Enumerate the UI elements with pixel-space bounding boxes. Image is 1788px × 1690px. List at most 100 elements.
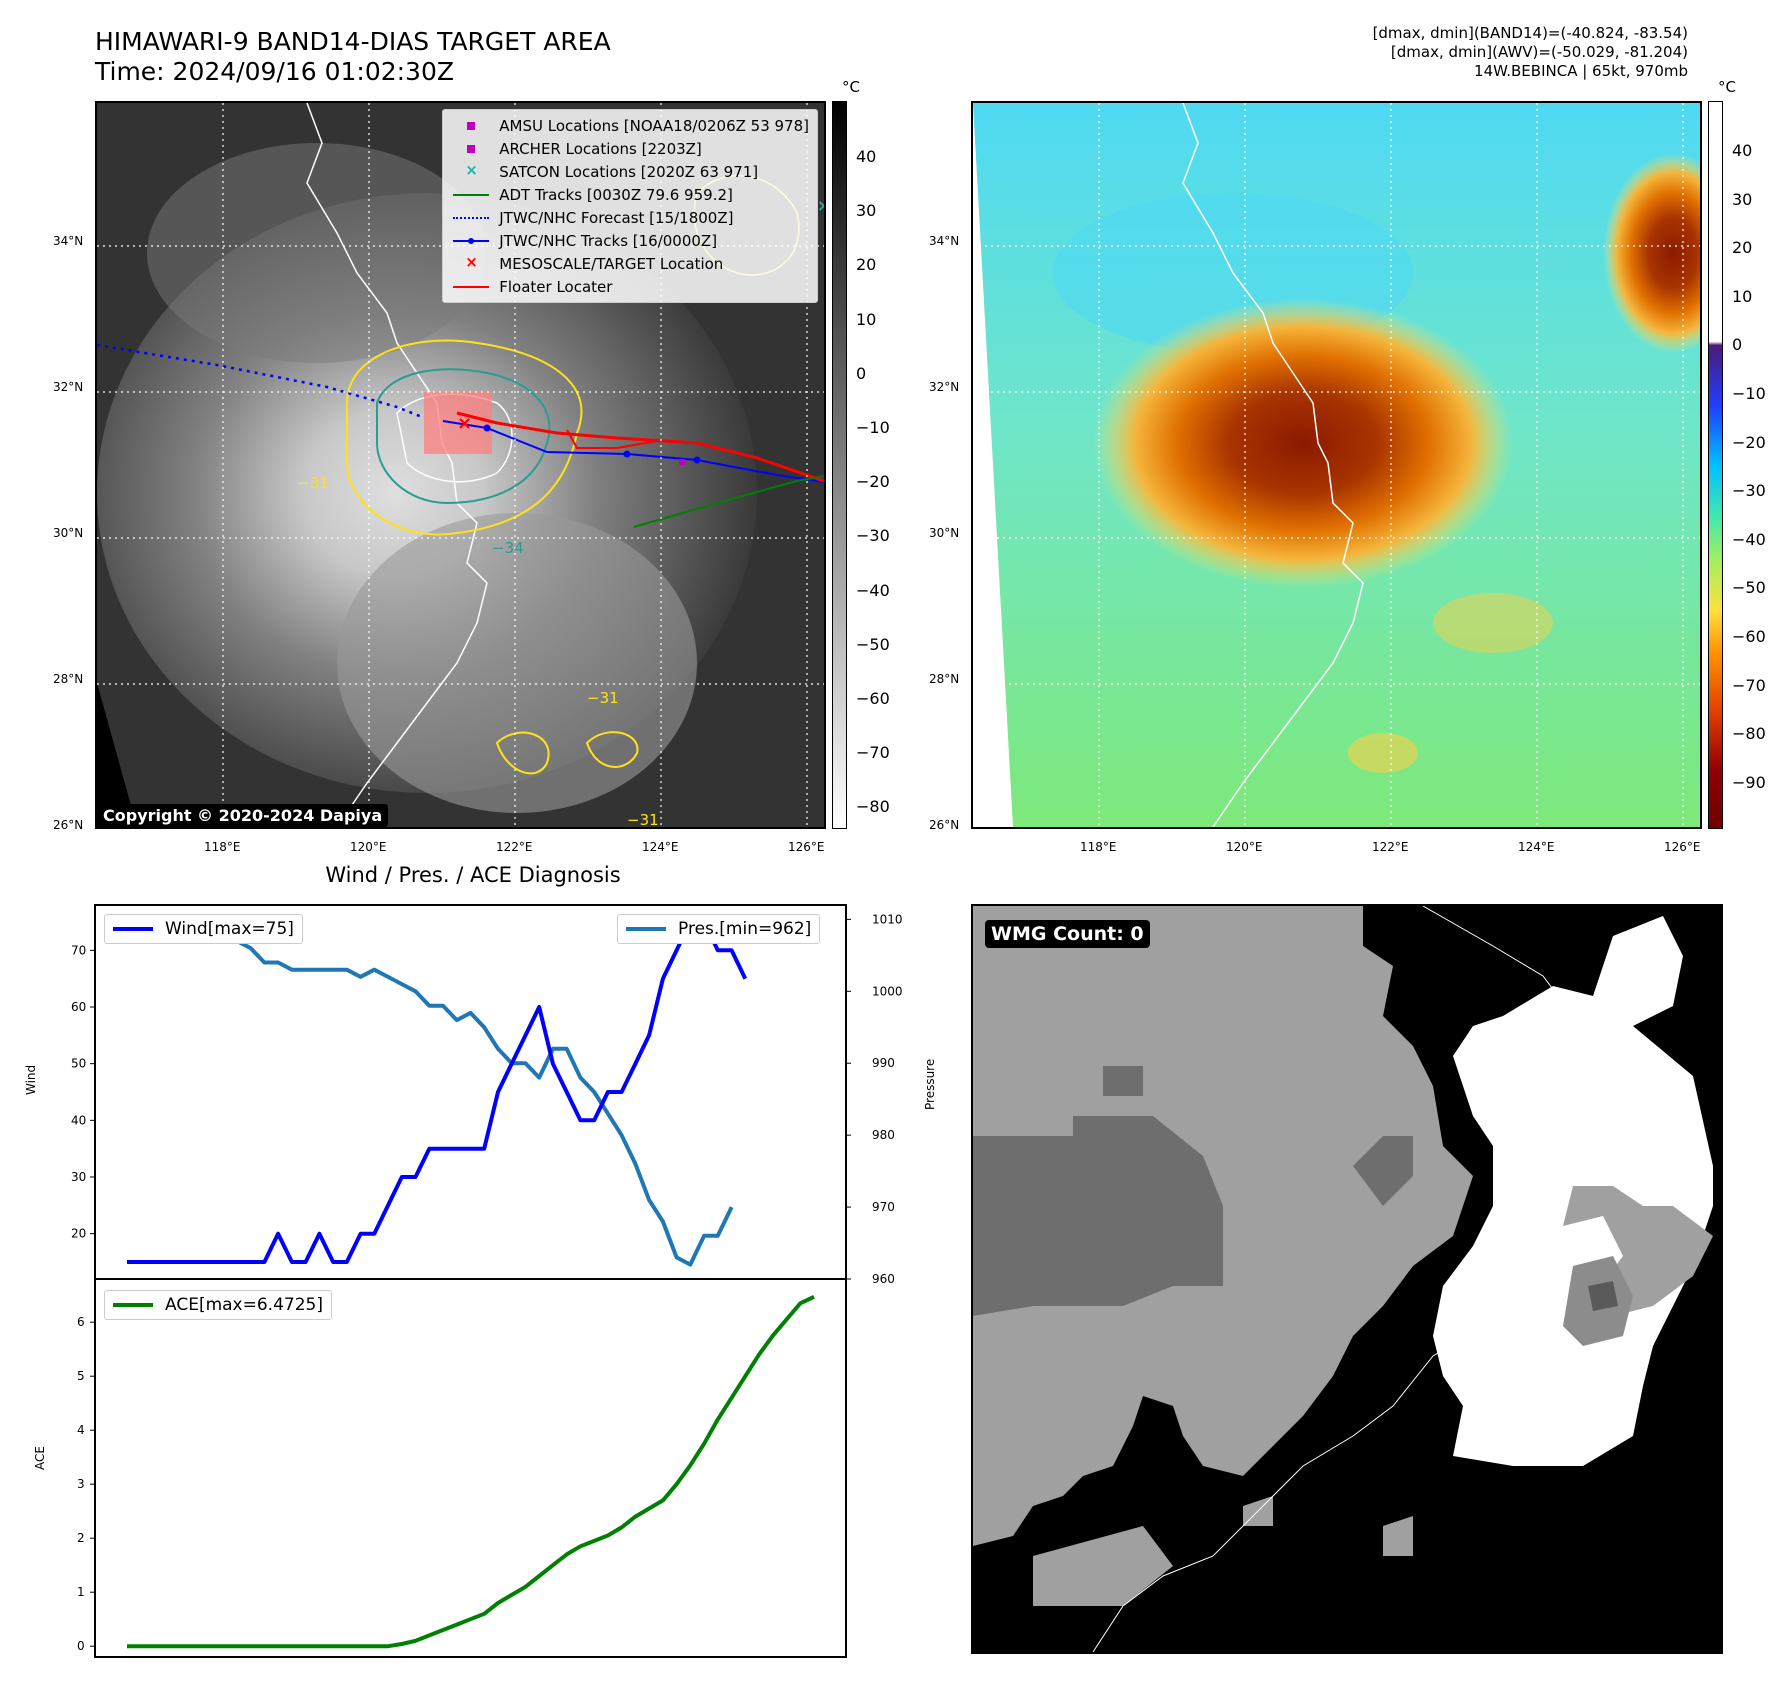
awv-lat-tick: 32°N [929, 380, 960, 394]
graticule [973, 103, 1700, 827]
awv-map-image [973, 103, 1700, 827]
ace-tick-label: 6 [77, 1315, 85, 1329]
copyright-badge: Copyright © 2020-2024 Dapiya [97, 804, 389, 827]
legend-item: × MESOSCALE/TARGET Location [451, 252, 809, 275]
contour-yellow-southeast [585, 731, 639, 768]
awv-colorbar-tick: −40 [1732, 529, 1766, 549]
x-marker-icon: × [465, 252, 478, 271]
awv-colorbar-tick: −50 [1732, 578, 1766, 598]
pressure-tick-label: 990 [872, 1056, 895, 1070]
ir-colorbar-tick: 0 [856, 363, 867, 383]
wmg-dark-region [973, 1116, 1223, 1316]
ace-tick-label: 5 [77, 1369, 85, 1383]
awv-lat-tick: 34°N [929, 234, 960, 248]
legend-item: JTWC/NHC Forecast [15/1800Z] [451, 206, 809, 229]
wind-tick-label: 20 [71, 1227, 86, 1241]
wmg-dark-region [1588, 1281, 1618, 1311]
pressure-tick-label: 980 [872, 1128, 895, 1142]
coastline [1092, 1315, 1554, 1652]
jtwc-track-point [623, 450, 631, 458]
contour-teal [376, 368, 551, 505]
floater-locater [456, 411, 824, 483]
ir-lon-tick: 124°E [642, 840, 679, 854]
ir-lat-tick: 28°N [53, 672, 84, 686]
wind-legend: Wind[max=75] [104, 914, 303, 944]
pressure-axis-label: Pressure [923, 1058, 937, 1110]
ir-colorbar-tick: 40 [856, 147, 877, 166]
ir-colorbar [832, 101, 847, 829]
ace-frame [94, 1278, 847, 1658]
awv-colorbar-unit: °C [1718, 78, 1736, 96]
pressure-legend: Pres.[min=962] [617, 914, 821, 944]
legend-item: ARCHER Locations [2203Z] [451, 137, 809, 160]
ir-colorbar-tick: −40 [856, 580, 890, 600]
wmg-dark-region [1103, 1066, 1143, 1096]
ace-tick-label: 4 [77, 1423, 85, 1437]
ir-colorbar-tick: −50 [856, 634, 890, 654]
chart-time: Time: 2024/09/16 01:02:30Z [95, 57, 454, 86]
ir-colorbar-tick: −20 [856, 472, 890, 492]
awv-colorbar-tick: 10 [1732, 286, 1753, 306]
wmg-gray-region [1033, 1526, 1173, 1606]
ace-marks: 0 1 2 3 4 5 6 [77, 1278, 847, 1658]
ir-colorbar-tick: −80 [856, 797, 890, 817]
wind-tick-label: 50 [71, 1057, 86, 1071]
ir-lat-tick: 30°N [53, 526, 84, 540]
ir-colorbar-tick: 20 [856, 255, 877, 275]
legend-item: JTWC/NHC Tracks [16/0000Z] [451, 229, 809, 252]
diagnosis-title: Wind / Pres. / ACE Diagnosis [325, 863, 621, 887]
contour-label: −34 [492, 539, 524, 557]
wind-axis-label: Wind [24, 1064, 38, 1095]
awv-lon-tick: 126°E [1664, 840, 1701, 854]
awv-colorbar-tick: −20 [1732, 432, 1766, 452]
awv-lat-tick: 26°N [929, 818, 960, 832]
contour-yellow-south [495, 731, 550, 775]
chart-title: HIMAWARI-9 BAND14-DIAS TARGET AREA [95, 27, 611, 56]
awv-colorbar-tick: −30 [1732, 481, 1766, 501]
jtwc-forecast-track [97, 343, 423, 419]
ir-map-panel: × × −31 −31 −31 −34 AMSU Locations [NOAA… [95, 101, 826, 829]
wind-series-line [127, 920, 748, 1264]
wmg-count-badge: WMG Count: 0 [985, 920, 1150, 948]
ir-colorbar-tick: 30 [856, 201, 877, 221]
wind-tick-label: 70 [71, 943, 86, 957]
jtwc-track-point [693, 456, 701, 464]
ir-colorbar-tick: −30 [856, 526, 890, 546]
storm-info: 14W.BEBINCA | 65kt, 970mb [1474, 62, 1688, 80]
awv-lat-tick: 28°N [929, 672, 960, 686]
ace-tick-label: 0 [77, 1639, 85, 1653]
square-icon [451, 142, 491, 156]
awv-lat-tick: 30°N [929, 526, 960, 540]
coastline [1422, 906, 1614, 1027]
line-icon [451, 188, 491, 202]
band14-range: [dmax, dmin](BAND14)=(-40.824, -83.54) [1372, 24, 1688, 42]
awv-colorbar-tick: −90 [1732, 772, 1766, 792]
x-marker-icon: × [465, 160, 478, 179]
legend-item: ADT Tracks [0030Z 79.6 959.2] [451, 183, 809, 206]
wind-tick-label: 40 [71, 1113, 86, 1127]
awv-lon-tick: 118°E [1080, 840, 1117, 854]
contour-yellow-outer [346, 339, 583, 536]
wind-pressure-frame [94, 904, 847, 1280]
satcon-marker: × [817, 196, 824, 215]
pressure-tick-label: 960 [872, 1272, 895, 1286]
floater-locater-segment [566, 429, 658, 449]
pressure-series-line [125, 918, 734, 1267]
ir-lon-tick: 126°E [788, 840, 825, 854]
wind-pressure-marks: 20 30 40 50 60 70 960 970 980 990 1000 1010 [71, 904, 903, 1286]
ir-colorbar-tick: −10 [856, 418, 890, 437]
ir-colorbar-tick: −60 [856, 689, 890, 708]
wmg-gray-region [1383, 1516, 1413, 1556]
pressure-tick-label: 1000 [872, 984, 903, 998]
ace-tick-label: 2 [77, 1531, 85, 1545]
dotted-line-icon [451, 211, 491, 225]
legend-item: × SATCON Locations [2020Z 63 971] [451, 160, 809, 183]
ace-tick-label: 3 [77, 1477, 85, 1491]
awv-map-panel [971, 101, 1702, 829]
awv-colorbar-tick: 40 [1732, 141, 1753, 160]
square-icon [451, 119, 491, 133]
wind-tick-label: 30 [71, 1170, 86, 1184]
line-icon [451, 280, 491, 294]
ir-lon-tick: 118°E [204, 840, 241, 854]
awv-colorbar-tick: 20 [1732, 238, 1753, 258]
